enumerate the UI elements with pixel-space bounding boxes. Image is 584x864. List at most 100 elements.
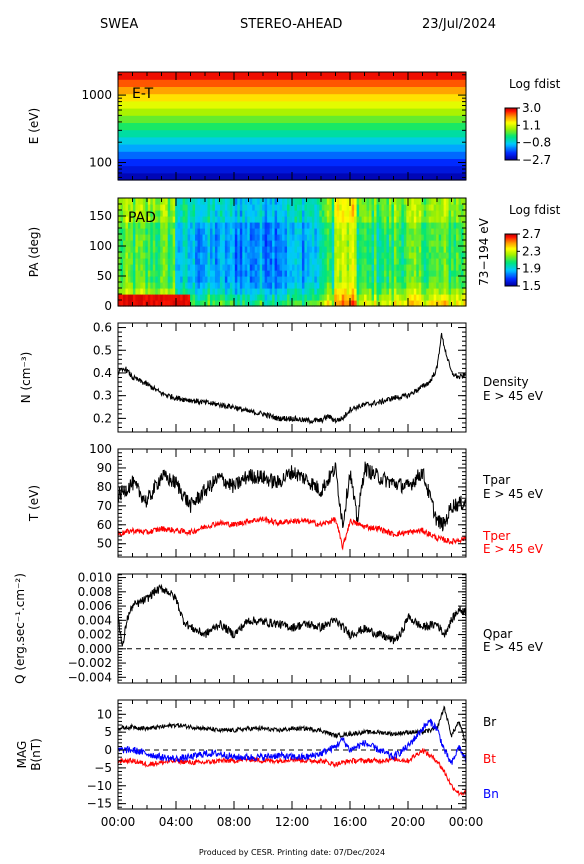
pad-cell [289, 234, 293, 241]
pad-cell [391, 228, 395, 235]
colorbar-cell [505, 137, 517, 140]
pad-cell [132, 288, 136, 295]
pad-cell [458, 198, 462, 205]
pad-cell [448, 276, 452, 283]
pad-cell [182, 216, 186, 223]
pad-cell [219, 294, 223, 301]
pad-cell [167, 240, 171, 247]
pad-cell [388, 228, 393, 235]
pad-cell [339, 240, 343, 247]
pad-cell [145, 210, 149, 217]
pad-cell [282, 264, 286, 271]
pad-cell [219, 258, 223, 265]
pad-cell [195, 246, 199, 253]
pad-cell [165, 282, 169, 289]
pad-cell [421, 240, 425, 247]
pad-cell [192, 198, 196, 205]
pad-cell [118, 228, 122, 235]
pad-cell [247, 282, 251, 289]
pad-cell [341, 276, 345, 283]
colorbar-cell [505, 148, 517, 151]
pad-cell [135, 288, 139, 295]
pad-cell [279, 210, 283, 217]
pad-cell [202, 258, 206, 265]
pad-cell [306, 204, 310, 211]
pad-cell [167, 198, 171, 205]
pad-cell [272, 288, 276, 295]
pad-cell [316, 216, 320, 223]
pad-cell [130, 210, 134, 217]
pad-cell [336, 294, 340, 301]
pad-cell [379, 282, 383, 289]
y-tick-label: 0.5 [93, 343, 112, 357]
pad-cell [120, 282, 124, 289]
pad-cell [334, 288, 338, 295]
pad-cell [262, 288, 266, 295]
pad-cell [244, 270, 248, 277]
pad-cell [316, 270, 320, 277]
pad-cell [244, 246, 248, 253]
pad-cell [344, 204, 348, 211]
y-tick-label: 1000 [81, 88, 112, 102]
pad-cell [177, 198, 181, 205]
pad-cell [162, 282, 166, 289]
pad-cell [132, 294, 136, 301]
pad-cell [142, 216, 146, 223]
legend-density-energy: E > 45 eV [483, 389, 544, 403]
pad-cell [359, 282, 363, 289]
pad-cell [187, 282, 191, 289]
pad-cell [267, 210, 271, 217]
pad-cell [224, 234, 228, 241]
y-tick-label: 100 [89, 442, 112, 456]
pad-cell [436, 240, 440, 247]
pad-cell [463, 240, 467, 247]
pad-cell [361, 282, 365, 289]
pad-cell [364, 270, 368, 277]
pad-cell [205, 252, 209, 259]
pad-cell [403, 234, 407, 241]
pad-cell [326, 240, 330, 247]
pad-cell [287, 198, 291, 205]
pad-cell [346, 204, 350, 211]
pad-cell [416, 216, 420, 223]
pad-cell [177, 204, 181, 211]
pad-cell [296, 300, 301, 307]
pad-cell [361, 246, 365, 253]
pad-cell [170, 258, 174, 265]
pad-cell [272, 270, 276, 277]
pad-cell [269, 252, 273, 259]
pad-cell [147, 276, 151, 283]
pad-cell [446, 198, 450, 205]
pad-cell [311, 222, 315, 229]
pad-cell [383, 252, 388, 259]
pad-cell [202, 228, 206, 235]
pad-cell [356, 258, 360, 265]
pad-cell [359, 300, 363, 307]
pad-cell [252, 276, 256, 283]
pad-cell [249, 270, 253, 277]
pad-cell [262, 198, 266, 205]
colorbar-cell [505, 279, 517, 282]
pad-cell [292, 234, 296, 241]
pad-cell [247, 228, 251, 235]
pad-cell [336, 198, 340, 205]
pad-cell [416, 210, 420, 217]
pad-cell [319, 228, 323, 235]
pad-cell [383, 234, 388, 241]
pad-cell [118, 276, 122, 283]
colorbar-tick-label: −0.8 [522, 136, 551, 150]
pad-cell [272, 300, 276, 307]
pad-cell [324, 252, 328, 259]
energy-band [118, 144, 466, 152]
pad-cell [207, 246, 211, 253]
pad-cell [197, 258, 201, 265]
pad-cell [219, 234, 223, 241]
pad-cell [346, 240, 350, 247]
pad-cell [125, 282, 129, 289]
pad-cell [461, 300, 465, 307]
pad-cell [197, 300, 201, 307]
pad-cell [249, 216, 253, 223]
pad-cell [175, 294, 179, 301]
pad-cell [227, 258, 231, 265]
pad-cell [118, 216, 122, 223]
